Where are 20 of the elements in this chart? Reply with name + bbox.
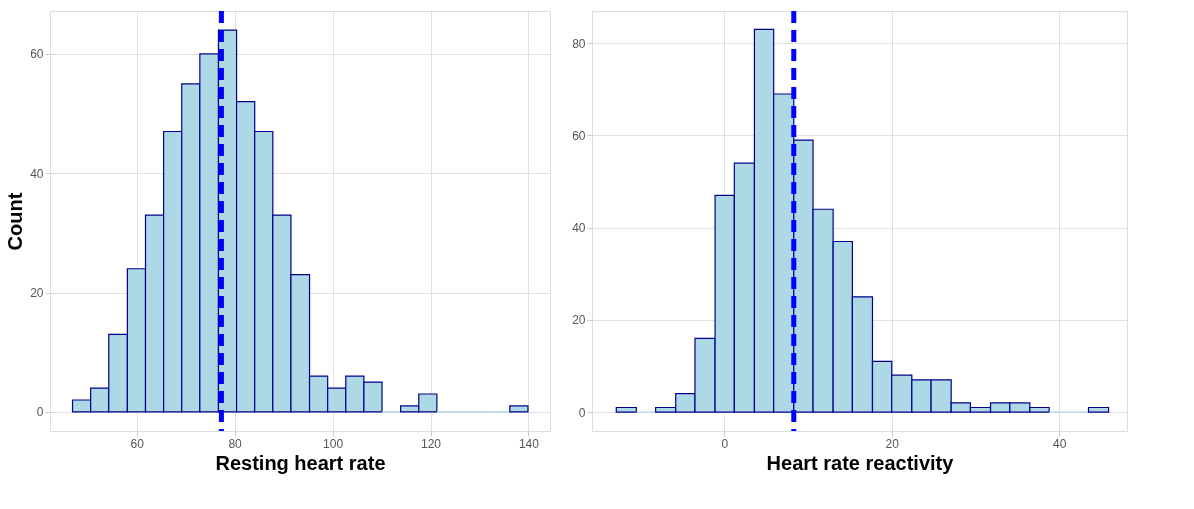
y-tick-label: 80 — [572, 36, 586, 51]
y-axis-title: Count — [4, 192, 27, 251]
y-tick-label: 40 — [30, 166, 44, 181]
x-axis-title: Resting heart rate — [215, 451, 386, 474]
x-tick-label: 100 — [323, 436, 344, 451]
y-tick-label: 20 — [572, 313, 586, 328]
x-tick-label: 80 — [228, 436, 243, 451]
x-axis-title: Heart rate reactivity — [766, 451, 955, 474]
y-tick-label: 20 — [30, 286, 44, 301]
y-tick-label: 0 — [36, 405, 44, 420]
x-tick-label: 40 — [1053, 436, 1067, 451]
x-tick-label: 120 — [420, 436, 442, 451]
y-tick-label: 60 — [30, 47, 44, 62]
y-tick-label: 0 — [578, 405, 586, 420]
x-tick-label: 60 — [130, 436, 145, 451]
y-tick-label: 40 — [572, 221, 586, 236]
x-tick-label: 20 — [885, 436, 900, 451]
x-tick-label: 140 — [518, 436, 540, 451]
x-tick-label: 0 — [721, 436, 729, 451]
y-tick-label: 60 — [572, 128, 586, 143]
